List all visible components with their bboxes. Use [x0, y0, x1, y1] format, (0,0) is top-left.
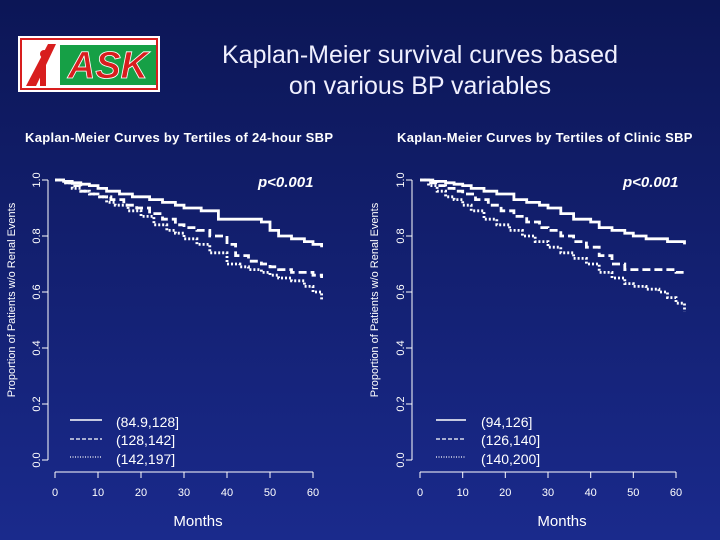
x-tick-label: 10 [92, 487, 104, 499]
x-tick-label: 0 [52, 487, 58, 499]
legend-label: (94,126] [481, 414, 532, 430]
title-line-2: on various BP variables [288, 72, 552, 100]
p-value-annotation: p<0.001 [622, 174, 678, 191]
x-tick-label: 40 [585, 487, 597, 499]
y-tick-label: 1.0 [31, 172, 43, 187]
x-tick-label: 50 [264, 487, 276, 499]
y-tick-labels: 0.0 0.2 0.4 0.6 0.8 1.0 [31, 172, 43, 467]
y-tick-labels: 0.0 0.2 0.4 0.6 0.8 1.0 [395, 172, 407, 467]
legend-label: (142,197] [116, 451, 175, 467]
chart-title: Kaplan-Meier Curves by Tertiles of Clini… [397, 130, 693, 145]
x-tick-label: 50 [627, 487, 639, 499]
y-tick-label: 0.6 [31, 284, 43, 299]
legend-label: (84.9,128] [116, 414, 179, 430]
legend: (94,126] (126,140] (140,200] [436, 414, 540, 467]
y-tick-label: 0.0 [395, 452, 407, 467]
y-tick-label: 0.2 [395, 396, 407, 411]
ask-logo: ASK [18, 36, 160, 92]
y-tick-label: 0.8 [31, 228, 43, 243]
curve-layer [55, 178, 323, 301]
legend-label: (140,200] [481, 451, 540, 467]
x-tick-label: 30 [178, 487, 190, 499]
km-curve-tertile-3 [55, 178, 323, 301]
chart-title: Kaplan-Meier Curves by Tertiles of 24-ho… [25, 130, 333, 145]
x-tick-marks [54, 472, 314, 478]
x-tick-label: 40 [221, 487, 233, 499]
km-curve-tertile-3 [420, 178, 686, 312]
km-curve-tertile-1 [55, 178, 323, 248]
chart-panel-clinic-sbp: Kaplan-Meier Curves by Tertiles of Clini… [369, 130, 693, 530]
curve-layer [420, 178, 686, 312]
x-tick-label: 0 [417, 487, 423, 499]
y-tick-marks [42, 179, 48, 461]
x-tick-label: 20 [499, 487, 511, 499]
x-tick-marks [419, 472, 677, 478]
x-tick-label: 10 [457, 487, 469, 499]
slide-title: Kaplan-Meier survival curves based on va… [185, 40, 655, 102]
p-value-annotation: p<0.001 [257, 174, 313, 191]
y-tick-label: 0.6 [395, 284, 407, 299]
x-axis-label: Months [173, 513, 222, 530]
legend: (84.9,128] (128,142] (142,197] [70, 414, 179, 467]
x-tick-label: 30 [542, 487, 554, 499]
y-tick-label: 0.2 [31, 396, 43, 411]
y-tick-label: 0.4 [395, 340, 407, 355]
x-tick-labels: 0 10 20 30 40 50 60 [417, 487, 682, 499]
km-curve-tertile-2 [420, 178, 686, 276]
y-tick-label: 1.0 [395, 172, 407, 187]
title-line-1: Kaplan-Meier survival curves based [221, 41, 618, 69]
y-tick-label: 0.8 [395, 228, 407, 243]
chart-panel-24h-sbp: Kaplan-Meier Curves by Tertiles of 24-ho… [6, 130, 333, 530]
x-tick-label: 60 [670, 487, 682, 499]
x-tick-label: 60 [307, 487, 319, 499]
y-axis-label: Proportion of Patients w/o Renal Events [6, 202, 18, 397]
x-axis-label: Months [537, 513, 586, 530]
x-tick-labels: 0 10 20 30 40 50 60 [52, 487, 319, 499]
y-tick-label: 0.0 [31, 452, 43, 467]
legend-label: (126,140] [481, 432, 540, 448]
km-curve-tertile-1 [420, 178, 686, 245]
logo-text: ASK [67, 45, 151, 87]
y-tick-label: 0.4 [31, 340, 43, 355]
x-tick-label: 20 [135, 487, 147, 499]
y-axis-label: Proportion of Patients w/o Renal Events [369, 202, 381, 397]
y-tick-marks [406, 179, 412, 461]
legend-label: (128,142] [116, 432, 175, 448]
